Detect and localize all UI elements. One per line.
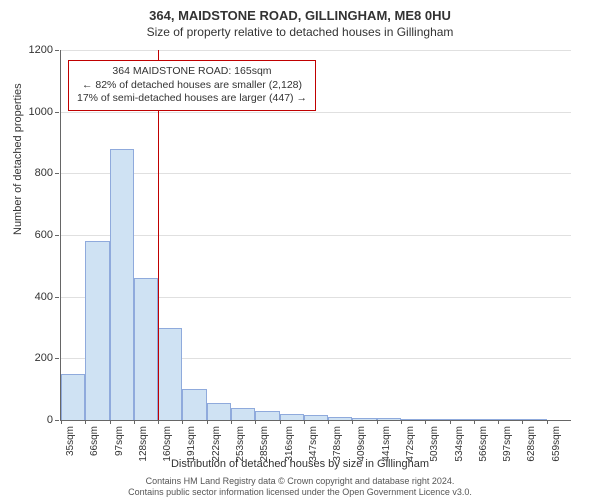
grid-line: [61, 50, 571, 51]
x-tick: [474, 420, 475, 424]
info-line-2: ← 82% of detached houses are smaller (2,…: [77, 79, 307, 93]
histogram-bar: [522, 419, 546, 420]
y-tick: [55, 420, 59, 421]
x-tick: [280, 420, 281, 424]
y-tick: [55, 297, 59, 298]
x-tick-label: 409sqm: [356, 426, 367, 462]
footer-line-2: Contains public sector information licen…: [0, 487, 600, 498]
y-tick: [55, 50, 59, 51]
x-tick: [61, 420, 62, 424]
x-tick-label: 597sqm: [502, 426, 513, 462]
x-tick-label: 128sqm: [138, 426, 149, 462]
x-tick: [498, 420, 499, 424]
x-tick-label: 628sqm: [526, 426, 537, 462]
x-tick: [231, 420, 232, 424]
x-tick: [547, 420, 548, 424]
x-tick-label: 503sqm: [429, 426, 440, 462]
histogram-bar: [425, 419, 449, 420]
histogram-bar: [85, 241, 109, 420]
x-tick-label: 35sqm: [65, 426, 76, 456]
x-tick: [352, 420, 353, 424]
x-tick-label: 441sqm: [381, 426, 392, 462]
x-tick-label: 253sqm: [235, 426, 246, 462]
page-subtitle: Size of property relative to detached ho…: [0, 23, 600, 39]
x-tick-label: 659sqm: [551, 426, 562, 462]
y-tick-label: 1000: [29, 106, 53, 118]
info-line-1: 364 MAIDSTONE ROAD: 165sqm: [77, 65, 307, 79]
chart-container: 364, MAIDSTONE ROAD, GILLINGHAM, ME8 0HU…: [0, 0, 600, 500]
footer: Contains HM Land Registry data © Crown c…: [0, 476, 600, 498]
x-tick: [425, 420, 426, 424]
x-tick: [328, 420, 329, 424]
x-tick-label: 160sqm: [162, 426, 173, 462]
y-tick-label: 800: [35, 167, 53, 179]
histogram-bar: [134, 278, 158, 420]
x-tick: [255, 420, 256, 424]
x-tick: [85, 420, 86, 424]
x-tick: [377, 420, 378, 424]
histogram-bar: [255, 411, 279, 420]
histogram-bar: [328, 417, 352, 420]
x-tick-label: 378sqm: [332, 426, 343, 462]
y-tick-label: 600: [35, 229, 53, 241]
x-tick: [182, 420, 183, 424]
y-tick: [55, 358, 59, 359]
y-tick-label: 200: [35, 352, 53, 364]
page-title: 364, MAIDSTONE ROAD, GILLINGHAM, ME8 0HU: [0, 0, 600, 23]
histogram-bar: [352, 418, 376, 420]
histogram-bar: [207, 403, 231, 420]
x-tick-label: 222sqm: [211, 426, 222, 462]
x-tick-label: 285sqm: [259, 426, 270, 462]
histogram-bar: [474, 419, 498, 420]
grid-line: [61, 235, 571, 236]
x-tick: [304, 420, 305, 424]
x-tick-label: 316sqm: [284, 426, 295, 462]
grid-line: [61, 173, 571, 174]
x-tick: [207, 420, 208, 424]
histogram-bar: [61, 374, 85, 420]
x-tick: [401, 420, 402, 424]
x-tick: [158, 420, 159, 424]
x-tick: [522, 420, 523, 424]
histogram-bar: [280, 414, 304, 420]
y-axis-label: Number of detached properties: [12, 83, 24, 235]
x-tick-label: 347sqm: [308, 426, 319, 462]
footer-line-1: Contains HM Land Registry data © Crown c…: [0, 476, 600, 487]
x-tick: [110, 420, 111, 424]
y-tick-label: 400: [35, 291, 53, 303]
histogram-bar: [182, 389, 206, 420]
histogram-bar: [498, 419, 522, 420]
x-axis-label: Distribution of detached houses by size …: [0, 458, 600, 470]
histogram-bar: [304, 415, 328, 420]
histogram-bar: [377, 418, 401, 420]
histogram-bar: [450, 419, 474, 420]
x-tick-label: 534sqm: [454, 426, 465, 462]
histogram-bar: [158, 328, 182, 421]
x-tick: [134, 420, 135, 424]
x-tick-label: 66sqm: [89, 426, 100, 456]
x-tick-label: 472sqm: [405, 426, 416, 462]
x-tick: [450, 420, 451, 424]
histogram-bar: [401, 419, 425, 420]
x-tick-label: 97sqm: [114, 426, 125, 456]
grid-line: [61, 112, 571, 113]
y-tick-label: 1200: [29, 44, 53, 56]
x-tick-label: 191sqm: [186, 426, 197, 462]
histogram-bar: [231, 408, 255, 420]
info-box: 364 MAIDSTONE ROAD: 165sqm ← 82% of deta…: [68, 60, 316, 111]
x-tick-label: 566sqm: [478, 426, 489, 462]
histogram-bar: [110, 149, 134, 420]
y-tick-label: 0: [47, 414, 53, 426]
y-tick: [55, 235, 59, 236]
y-tick: [55, 173, 59, 174]
info-line-3: 17% of semi-detached houses are larger (…: [77, 92, 307, 106]
y-tick: [55, 112, 59, 113]
